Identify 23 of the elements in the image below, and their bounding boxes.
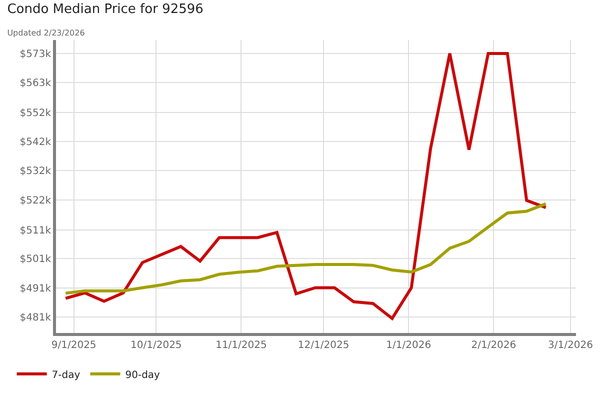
chart-subtitle: Updated 2/23/2026	[7, 28, 85, 38]
line-series	[64, 52, 548, 320]
y-tick-label: $522k	[20, 195, 52, 206]
x-tick-label: 12/1/2025	[298, 340, 350, 351]
y-tick-label: $501k	[20, 254, 52, 266]
legend-label: 90-day	[125, 370, 160, 381]
legend-label: 7-day	[52, 370, 80, 381]
y-tick-label: $481k	[20, 312, 52, 324]
y-tick-label: $563k	[20, 78, 52, 90]
x-tick-label: 11/1/2025	[216, 340, 267, 351]
line-series	[64, 202, 548, 295]
x-tick-label: 10/1/2025	[130, 340, 182, 351]
x-tick-label: 3/1/2026	[548, 340, 593, 351]
y-tick-label: $491k	[20, 283, 52, 294]
y-tick-label: $552k	[20, 108, 52, 119]
y-tick-label: $511k	[20, 225, 52, 236]
chart-title: Condo Median Price for 92596	[7, 2, 204, 18]
x-tick-label: 1/1/2026	[386, 340, 432, 351]
y-tick-label: $573k	[20, 48, 52, 60]
y-tick-label: $532k	[20, 166, 52, 178]
y-tick-label: $542k	[20, 136, 52, 148]
x-tick-label: 9/1/2025	[51, 340, 96, 351]
x-tick-label: 2/1/2026	[471, 340, 516, 351]
